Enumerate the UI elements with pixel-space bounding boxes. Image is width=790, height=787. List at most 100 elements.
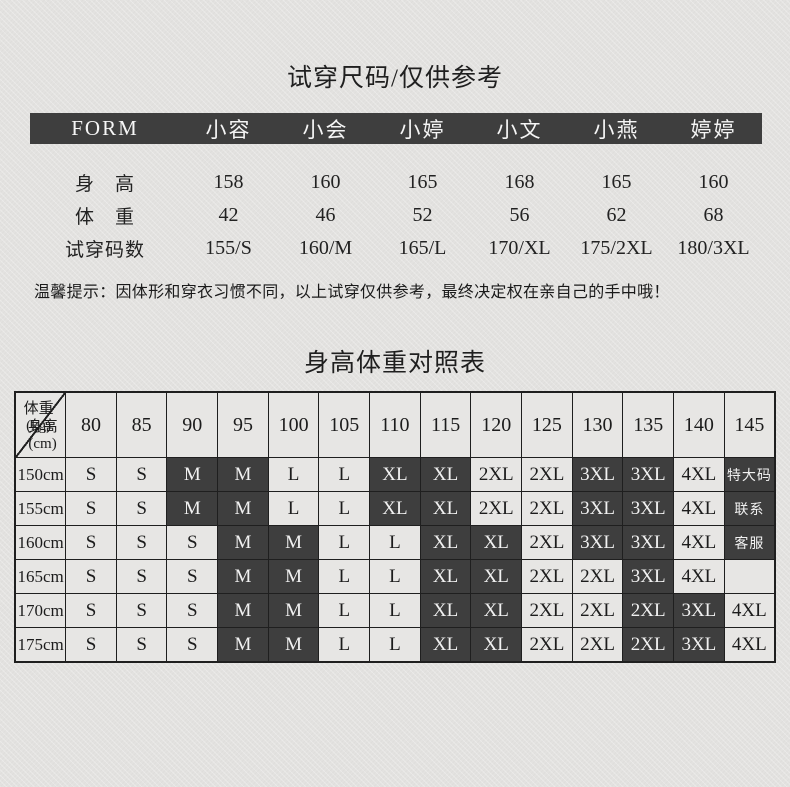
size-cell: M [166,491,219,526]
try-on-value: 165 [407,171,438,193]
corner-diagonal-cell: 体重(kg) 身高(cm) [14,391,67,458]
size-cell: S [65,491,117,526]
size-chart-title: 身高体重对照表 [303,350,486,377]
try-on-row-label: 体 重 [74,207,135,228]
size-cell: M [267,525,320,560]
size-cell: L [318,559,371,594]
size-cell: L [369,627,421,663]
try-on-row: 试穿码数 155/S 160/M 165/L 170/XL 175/2XL 180/3XL [30,232,762,265]
size-cell: 2XL [521,525,573,560]
height-label: 165cm [14,559,67,594]
size-cell: XL [369,491,421,526]
try-on-value: 155/S [205,237,252,259]
size-cell: M [217,593,269,628]
size-cell: 4XL [723,593,776,628]
size-chart-row: 170cm S S S M M L L XL XL 2XL 2XL 2XL 3XL 4XL [14,593,776,628]
size-cell: XL [369,457,421,492]
size-cell: 2XL [470,457,523,492]
size-cell: 2XL [622,593,675,628]
size-cell: L [267,491,320,526]
try-on-table: 身 高 158 160 165 168 165 160 体 重 42 46 52 56 62 68 试穿码数… [30,166,762,265]
try-on-value: 46 [315,204,336,226]
weight-header: 120 [470,391,523,458]
size-chart-table: 体重(kg) 身高(cm) 80 85 90 95 100 105 110 115 120 125 13… [14,391,776,663]
size-cell: 4XL [673,525,725,560]
try-on-value: 68 [703,204,724,226]
size-cell: M [217,525,269,560]
model-column-header: 小婷 [399,117,446,142]
size-cell: 2XL [521,627,573,663]
size-cell: M [267,627,320,663]
try-on-row-label: 试穿码数 [64,240,145,261]
weight-header: 125 [521,391,573,458]
size-cell: 2XL [571,627,624,663]
height-label: 155cm [14,491,67,526]
tip-text: 温馨提示：因体形和穿衣习惯不同，以上试穿仅供参考，最终决定权在亲自己的手中哦！ [34,284,670,301]
weight-header: 105 [318,391,371,458]
model-header-bar: FORM 小容 小会 小婷 小文 小燕 婷婷 [30,113,762,144]
size-cell: S [115,627,168,663]
size-cell: 联系 [723,491,776,526]
size-chart-row: 175cm S S S M M L L XL XL 2XL 2XL 2XL 3XL 4XL [14,627,776,663]
try-on-row-label: 身 高 [74,174,135,195]
size-cell: L [318,627,371,663]
size-cell: S [65,457,117,492]
try-on-row: 体 重 42 46 52 56 62 68 [30,199,762,232]
size-cell: S [115,593,168,628]
size-cell: 2XL [521,491,573,526]
size-cell: L [318,491,371,526]
size-cell: S [65,627,117,663]
size-cell: XL [419,627,472,663]
size-cell: L [369,525,421,560]
size-cell: 2XL [521,457,573,492]
size-cell: XL [419,491,472,526]
size-chart-row: 165cm S S S M M L L XL XL 2XL 2XL 3XL 4XL [14,559,776,594]
size-chart-header-row: 体重(kg) 身高(cm) 80 85 90 95 100 105 110 115 120 125 13… [14,391,776,458]
size-cell: XL [419,559,472,594]
try-on-value: 170/XL [488,237,551,259]
size-cell: 特大码 [723,457,776,492]
size-cell: S [166,627,219,663]
size-cell: M [217,627,269,663]
try-on-value: 42 [218,204,239,226]
size-cell: 4XL [723,627,776,663]
size-cell: 2XL [571,593,624,628]
size-cell: XL [419,525,472,560]
weight-header: 90 [166,391,219,458]
model-column-header: 小会 [302,117,349,142]
corner-height-label: 身高(cm) [27,419,58,452]
size-cell: 4XL [673,559,725,594]
size-cell: S [166,525,219,560]
size-cell: XL [470,627,523,663]
model-column-header: 小燕 [593,117,640,142]
try-on-row: 身 高 158 160 165 168 165 160 [30,166,762,199]
size-cell: 4XL [673,457,725,492]
size-cell: S [115,525,168,560]
size-cell: 3XL [622,525,675,560]
weight-header: 95 [217,391,269,458]
height-label: 160cm [14,525,67,560]
size-cell: 3XL [673,627,725,663]
size-cell: 2XL [571,559,624,594]
weight-header: 80 [65,391,117,458]
model-column-header: 小文 [496,117,543,142]
try-on-value: 56 [509,204,530,226]
size-cell: 3XL [673,593,725,628]
size-cell: L [318,457,371,492]
model-column-header: 婷婷 [690,117,737,142]
try-on-value: 165 [601,171,632,193]
size-cell: 2XL [521,593,573,628]
size-cell: M [217,457,269,492]
size-cell: S [115,559,168,594]
weight-header: 100 [267,391,320,458]
height-label: 175cm [14,627,67,663]
size-cell: S [115,457,168,492]
size-cell: 3XL [571,491,624,526]
weight-header: 115 [419,391,472,458]
size-cell: 2XL [470,491,523,526]
size-cell: XL [470,593,523,628]
size-cell: 3XL [622,457,675,492]
size-cell: 3XL [622,491,675,526]
size-cell: M [267,559,320,594]
size-cell: S [115,491,168,526]
